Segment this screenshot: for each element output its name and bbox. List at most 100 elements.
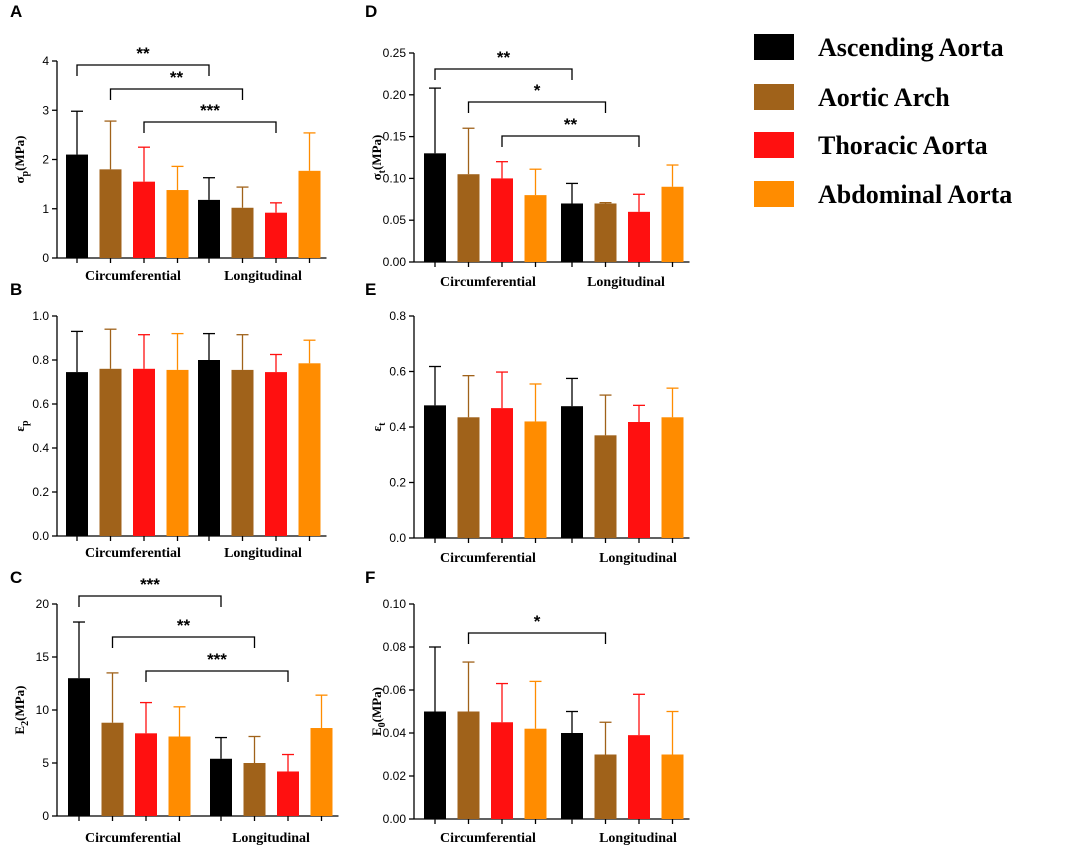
panel-b-bar-aortic-arch-circumferential xyxy=(99,368,122,536)
panel-c-significance-label: *** xyxy=(207,650,227,669)
panel-d-bar-thoracic-aorta-circumferential xyxy=(491,178,513,262)
panel-e-bar-abdominal-aorta-longitudinal xyxy=(661,417,684,538)
panel-d-significance-bracket xyxy=(467,101,607,113)
panel-d-significance-label: ** xyxy=(497,48,511,67)
panel-d-category-circumferential: Circumferential xyxy=(440,275,536,290)
panel-a-category-circumferential: Circumferential xyxy=(85,269,181,284)
panel-f-bar-abdominal-aorta-circumferential xyxy=(524,728,547,819)
panel-a-bar-thoracic-aorta-circumferential xyxy=(133,181,155,258)
panel-c-category-longitudinal: Longitudinal xyxy=(232,831,310,846)
panel-c-bar-aortic-arch-longitudinal xyxy=(243,763,266,816)
panel-c-significance-label: ** xyxy=(177,616,191,635)
panel-b-ylabel: εp xyxy=(12,420,31,432)
panel-b-ytick-label: 0.6 xyxy=(32,397,49,411)
panel-e-category-circumferential: Circumferential xyxy=(440,551,536,566)
panel-f-category-circumferential: Circumferential xyxy=(440,831,536,846)
panel-d-bar-abdominal-aorta-longitudinal xyxy=(661,186,684,262)
panel-c-ytick-label: 15 xyxy=(36,650,50,664)
panel-f-ylabel: E0(MPa) xyxy=(369,687,388,736)
panel-c-ytick-label: 0 xyxy=(42,809,49,823)
panel-a-bar-ascending-aorta-circumferential xyxy=(66,154,88,258)
panel-d-bar-aortic-arch-longitudinal xyxy=(594,203,617,262)
panel-e-bar-aortic-arch-longitudinal xyxy=(594,435,617,538)
panel-e-ytick-label: 0.8 xyxy=(389,309,406,323)
panel-b-ytick-label: 1.0 xyxy=(32,309,49,323)
panel-d-ytick-label: 0.25 xyxy=(383,46,407,60)
panel-f-significance-label: * xyxy=(534,612,541,631)
panel-e-bar-aortic-arch-circumferential xyxy=(457,417,480,538)
panel-f-ytick-label: 0.00 xyxy=(383,812,407,826)
panel-a-significance-bracket xyxy=(109,88,244,100)
panel-f-bar-ascending-aorta-circumferential xyxy=(424,711,446,819)
panel-d: D 0.00 0.05 0.10 0.15 0.20 0.25 Circumferential… xyxy=(365,2,690,290)
panel-d-significance-label: * xyxy=(534,81,541,100)
panel-e-ytick-label: 0.2 xyxy=(389,476,406,490)
panel-f-bar-aortic-arch-circumferential xyxy=(457,711,480,819)
panel-c-category-circumferential: Circumferential xyxy=(85,831,181,846)
panel-a-significance-label: ** xyxy=(136,44,150,63)
panel-e-ytick-label: 0.6 xyxy=(389,365,406,379)
panel-b-category-circumferential: Circumferential xyxy=(85,546,181,561)
panel-f: F 0.00 0.02 0.04 0.06 0.08 0.10 Circumferential… xyxy=(365,568,690,846)
panel-b-bar-abdominal-aorta-longitudinal xyxy=(298,363,321,536)
panel-a-bar-aortic-arch-longitudinal xyxy=(231,207,254,258)
panel-d-ytick-label: 0.20 xyxy=(383,88,407,102)
legend-swatch-thoracic-aorta xyxy=(754,132,794,158)
panel-e: E 0.0 0.2 0.4 0.6 0.8 Circumferential Longitudi… xyxy=(365,280,690,566)
panel-b-bar-abdominal-aorta-circumferential xyxy=(166,369,189,536)
panel-f-ytick-label: 0.04 xyxy=(383,726,407,740)
panel-e-ytick-label: 0.4 xyxy=(389,420,406,434)
panel-a-bar-thoracic-aorta-longitudinal xyxy=(265,212,287,258)
panel-d-ytick-label: 0.10 xyxy=(383,171,407,185)
panel-a-significance-bracket xyxy=(76,64,210,76)
panel-f-ytick-label: 0.06 xyxy=(383,683,407,697)
panel-a-ytick-label: 0 xyxy=(42,251,49,265)
legend: Ascending Aorta Aortic Arch Thoracic Aor… xyxy=(754,33,1012,209)
panel-d-bar-thoracic-aorta-longitudinal xyxy=(628,211,650,262)
legend-swatch-ascending-aorta xyxy=(754,34,794,60)
panel-d-ylabel: σt(MPa) xyxy=(369,135,388,181)
panel-e-category-longitudinal: Longitudinal xyxy=(599,551,677,566)
panel-d-significance-label: ** xyxy=(564,115,578,134)
panel-a-significance-label: ** xyxy=(170,68,184,87)
panel-d-bar-abdominal-aorta-circumferential xyxy=(524,195,547,262)
panel-a-ytick-label: 4 xyxy=(42,54,49,68)
panel-c-bar-ascending-aorta-longitudinal xyxy=(210,758,232,816)
panel-a-bar-abdominal-aorta-longitudinal xyxy=(298,170,321,258)
panel-f-bar-thoracic-aorta-circumferential xyxy=(491,722,513,819)
panel-b-bar-ascending-aorta-longitudinal xyxy=(198,360,220,536)
panel-d-significance-bracket xyxy=(434,68,573,80)
panel-c-significance-bracket xyxy=(111,636,256,648)
panel-c-ytick-label: 10 xyxy=(36,703,50,717)
panel-c-significance-label: *** xyxy=(140,575,160,594)
panel-c-bar-thoracic-aorta-longitudinal xyxy=(277,771,299,816)
panel-a-significance-label: *** xyxy=(200,101,220,120)
panel-d-letter: D xyxy=(365,2,377,21)
panel-f-ytick-label: 0.08 xyxy=(383,640,407,654)
panel-b-bar-thoracic-aorta-circumferential xyxy=(133,368,155,536)
panel-c-bar-thoracic-aorta-circumferential xyxy=(135,733,157,816)
panel-e-ytick-label: 0.0 xyxy=(389,531,406,545)
legend-swatch-aortic-arch xyxy=(754,84,794,110)
panel-c-bar-abdominal-aorta-circumferential xyxy=(168,736,191,816)
legend-label-aortic-arch: Aortic Arch xyxy=(818,83,950,112)
panel-f-ytick-label: 0.10 xyxy=(383,597,407,611)
panel-c-ytick-label: 20 xyxy=(36,597,50,611)
panel-b-letter: B xyxy=(10,280,22,299)
panel-d-significance-bracket xyxy=(501,135,640,147)
panel-a-significance-bracket xyxy=(143,121,277,133)
panel-d-ytick-label: 0.00 xyxy=(383,255,407,269)
panel-b-bar-ascending-aorta-circumferential xyxy=(66,372,88,536)
panel-f-ytick-label: 0.02 xyxy=(383,769,407,783)
panel-d-bar-aortic-arch-circumferential xyxy=(457,174,480,262)
panel-c-significance-bracket xyxy=(78,595,222,607)
panel-d-bar-ascending-aorta-longitudinal xyxy=(561,203,583,262)
panel-b-bar-aortic-arch-longitudinal xyxy=(231,369,254,536)
panel-c-bar-aortic-arch-circumferential xyxy=(101,722,124,816)
panel-c-letter: C xyxy=(10,568,22,587)
panel-d-bar-ascending-aorta-circumferential xyxy=(424,153,446,262)
panel-b-category-longitudinal: Longitudinal xyxy=(224,546,302,561)
panel-e-bar-ascending-aorta-longitudinal xyxy=(561,406,583,538)
legend-swatch-abdominal-aorta xyxy=(754,181,794,207)
